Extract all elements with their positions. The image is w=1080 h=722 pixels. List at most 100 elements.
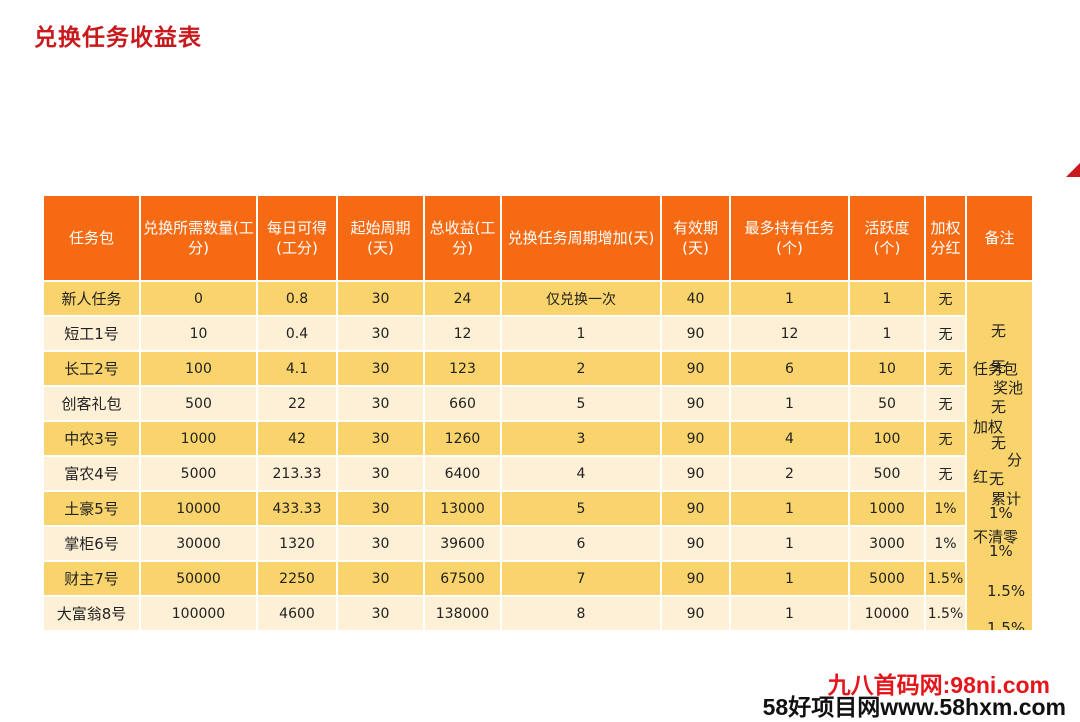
remark-text: 无 [991,398,1007,416]
table-cell: 90 [662,492,729,525]
table-cell: 90 [662,527,729,560]
table-cell: 90 [662,352,729,385]
table-cell: 无 [926,457,965,490]
table-cell: 6 [731,352,848,385]
table-cell: 1.5% [926,597,965,630]
table-cell: 5000 [850,562,924,595]
table-cell: 90 [662,457,729,490]
table-cell: 90 [662,562,729,595]
table-cell: 10 [141,317,256,350]
table-cell: 30 [338,282,423,315]
table-cell: 8 [502,597,660,630]
table-cell: 无 [926,352,965,385]
table-cell: 24 [425,282,500,315]
table-cell: 500 [850,457,924,490]
table-cell: 30 [338,317,423,350]
header-max-hold: 最多持有任务(个) [731,196,848,280]
table-cell: 123 [425,352,500,385]
table-cell: 2 [502,352,660,385]
remark-text: 无 [989,470,1005,488]
remark-text: 加权 [973,418,1004,436]
table-cell: 30 [338,562,423,595]
table-cell: 1320 [258,527,336,560]
header-total-income: 总收益(工分) [425,196,500,280]
table-cell: 5 [502,492,660,525]
table-row: 长工2号 100 4.1 30 123 2 90 6 10 无 [44,352,1032,385]
table-cell: 90 [662,317,729,350]
remarks-cell: 无任务包无奖池无加权无分红无累计 1% 不清零 1% 1.5% 1.5% [967,282,1032,630]
remark-text: 1.5% [987,582,1026,600]
remark-text: 1% [989,504,1013,522]
table-cell: 10000 [850,597,924,630]
table-row: 创客礼包 500 22 30 660 5 90 1 50 无 [44,387,1032,420]
watermark-58hxm: 58好项目网www.58hxm.com [762,694,1066,720]
remark-text: 累计 [991,490,1022,508]
table-cell: 5 [502,387,660,420]
table-cell: 4 [731,422,848,455]
table-cell: 30000 [141,527,256,560]
table-cell: 新人任务 [44,282,139,315]
table-cell: 50000 [141,562,256,595]
table-cell: 1 [731,387,848,420]
table-row: 富农4号 5000 213.33 30 6400 4 90 2 500 无 [44,457,1032,490]
table-cell: 1 [850,317,924,350]
table-cell: 4 [502,457,660,490]
table-cell: 1 [502,317,660,350]
table-cell: 4.1 [258,352,336,385]
table-cell: 无 [926,422,965,455]
remark-text: 分 [1007,451,1023,469]
table-cell: 13000 [425,492,500,525]
remark-text: 无 [991,434,1007,452]
remark-text: 红 [973,468,989,486]
table-cell: 500 [141,387,256,420]
table-cell: 1260 [425,422,500,455]
table-row: 新人任务 0 0.8 30 24 仅兑换一次 40 1 1 无无任务包无奖池无加权无分红无累计 1%… [44,282,1032,630]
table-cell: 长工2号 [44,352,139,385]
table-cell: 1.5% [926,562,965,595]
table-cell: 4600 [258,597,336,630]
remark-text: 任务包 [973,360,1019,378]
table-cell: 39600 [425,527,500,560]
table-cell: 138000 [425,597,500,630]
table-row: 中农3号 1000 42 30 1260 3 90 4 100 无 [44,422,1032,455]
table-row: 大富翁8号 100000 4600 30 138000 8 90 1 10000 1.5% [44,597,1032,630]
table-cell: 仅兑换一次 [502,282,660,315]
corner-decoration [1066,163,1080,177]
table-cell: 中农3号 [44,422,139,455]
table-cell: 10000 [141,492,256,525]
watermark-98ni: 九八首码网:98ni.com [827,672,1050,698]
table-cell: 财主7号 [44,562,139,595]
table-cell: 100000 [141,597,256,630]
table-cell: 无 [926,317,965,350]
table-cell: 6 [502,527,660,560]
table-cell: 40 [662,282,729,315]
table-cell: 50 [850,387,924,420]
table-cell: 42 [258,422,336,455]
table-cell: 无 [926,282,965,315]
table-cell: 90 [662,597,729,630]
table-cell: 10 [850,352,924,385]
table-cell: 1000 [141,422,256,455]
table-cell: 30 [338,492,423,525]
table-cell: 富农4号 [44,457,139,490]
header-validity: 有效期(天) [662,196,729,280]
table-cell: 30 [338,352,423,385]
table-cell: 1% [926,492,965,525]
table-cell: 无 [926,387,965,420]
table-row: 短工1号 10 0.4 30 12 1 90 12 1 无 [44,317,1032,350]
table-cell: 30 [338,422,423,455]
table-cell: 3 [502,422,660,455]
table-cell: 30 [338,387,423,420]
remark-text: 无 [991,358,1007,376]
table-cell: 6400 [425,457,500,490]
table-row: 掌柜6号 30000 1320 30 39600 6 90 1 3000 1% [44,527,1032,560]
header-remarks: 备注 [967,196,1032,280]
table-cell: 掌柜6号 [44,527,139,560]
table-cell: 660 [425,387,500,420]
table-cell: 0.8 [258,282,336,315]
table-cell: 创客礼包 [44,387,139,420]
table-cell: 12 [731,317,848,350]
table-cell: 1 [731,562,848,595]
table-cell: 1000 [850,492,924,525]
table-cell: 22 [258,387,336,420]
